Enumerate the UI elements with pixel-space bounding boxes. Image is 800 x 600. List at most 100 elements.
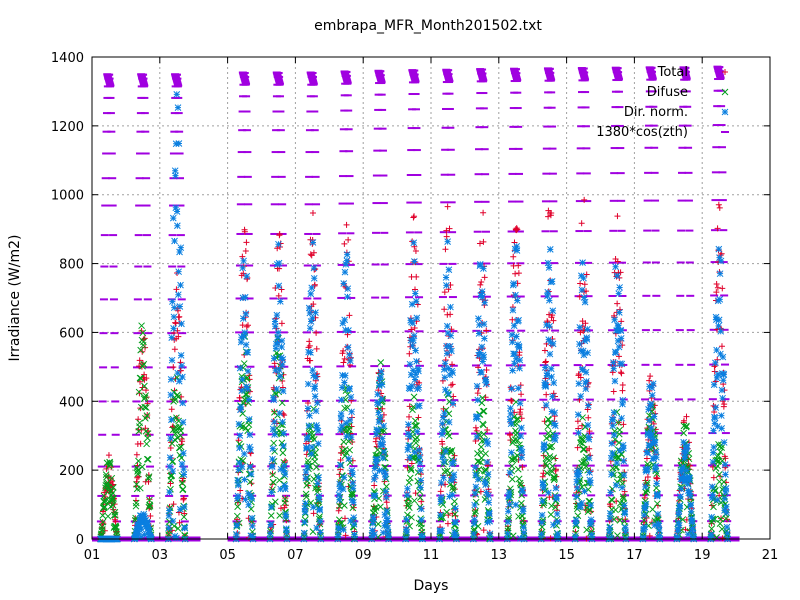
data-point (554, 518, 561, 526)
data-point (471, 501, 478, 509)
data-point (306, 324, 314, 332)
data-point (410, 77, 419, 80)
data-point (168, 234, 177, 237)
data-point (680, 429, 688, 437)
data-point (475, 148, 484, 151)
data-point (335, 433, 344, 436)
legend-marker (722, 69, 728, 75)
data-point (274, 245, 281, 252)
data-point (177, 427, 185, 434)
data-point (346, 446, 354, 454)
data-point (417, 464, 426, 467)
data-point (307, 290, 315, 298)
data-point (343, 80, 352, 83)
data-point (582, 320, 589, 327)
data-point (101, 497, 109, 504)
data-point (607, 454, 615, 462)
data-point (653, 398, 662, 401)
data-point (613, 272, 621, 280)
data-point (173, 534, 180, 542)
data-point (513, 333, 520, 340)
data-point (279, 449, 287, 457)
data-point (136, 357, 143, 364)
data-point (621, 508, 629, 516)
data-point (441, 374, 449, 381)
data-point (620, 457, 628, 465)
data-point (441, 468, 449, 475)
data-point (543, 391, 550, 398)
data-point (103, 73, 112, 76)
data-point (551, 398, 560, 401)
data-point (417, 477, 425, 484)
data-point (715, 201, 722, 208)
data-point (580, 294, 588, 301)
data-point (175, 140, 183, 147)
data-point (406, 413, 413, 420)
data-point (547, 535, 554, 542)
data-point (179, 399, 187, 407)
data-point (405, 442, 413, 449)
data-point (418, 531, 426, 539)
data-point (447, 303, 454, 311)
data-point (586, 476, 594, 484)
data-point (652, 448, 660, 456)
data-point (540, 470, 547, 477)
data-point (107, 503, 115, 510)
data-point (138, 79, 147, 82)
data-point (141, 382, 148, 390)
data-point (621, 524, 629, 531)
data-point (517, 364, 526, 367)
data-point (651, 439, 659, 447)
data-point (179, 438, 186, 445)
data-point (241, 228, 248, 235)
data-point (277, 505, 284, 512)
data-point (652, 329, 661, 332)
data-point (135, 177, 144, 180)
data-point (305, 304, 313, 312)
data-point (443, 74, 452, 77)
data-point (573, 484, 581, 492)
data-point (642, 483, 649, 491)
data-point (107, 152, 116, 155)
data-point (344, 344, 352, 351)
data-point (143, 440, 150, 448)
data-point (102, 152, 111, 155)
data-point (377, 81, 386, 84)
data-point (681, 72, 690, 75)
data-point (649, 380, 657, 388)
data-point (411, 497, 418, 505)
data-point (513, 107, 522, 110)
data-point (170, 304, 178, 312)
data-point (539, 398, 548, 401)
data-point (241, 293, 249, 301)
data-point (104, 79, 113, 82)
data-point (543, 469, 551, 477)
data-point (549, 462, 556, 470)
data-point (346, 459, 354, 466)
data-point (349, 479, 357, 487)
data-point (141, 403, 149, 411)
data-point (482, 376, 490, 383)
data-point (718, 199, 727, 202)
data-point (137, 346, 145, 354)
data-point (412, 347, 419, 354)
data-point (539, 481, 547, 488)
data-point (336, 365, 345, 368)
data-point (584, 349, 591, 357)
data-point (612, 69, 621, 72)
data-point (713, 280, 720, 287)
data-point (344, 285, 352, 293)
data-point (647, 72, 656, 75)
data-point (402, 525, 410, 533)
data-point (714, 451, 722, 459)
data-point (340, 70, 349, 73)
data-point (313, 297, 322, 300)
data-point (168, 356, 176, 364)
data-point (315, 495, 323, 503)
data-point (543, 67, 552, 70)
data-point (582, 385, 590, 393)
data-point (710, 261, 719, 264)
data-point (276, 110, 285, 113)
data-point (111, 433, 120, 436)
legend-label: Dir. norm. (624, 105, 688, 120)
